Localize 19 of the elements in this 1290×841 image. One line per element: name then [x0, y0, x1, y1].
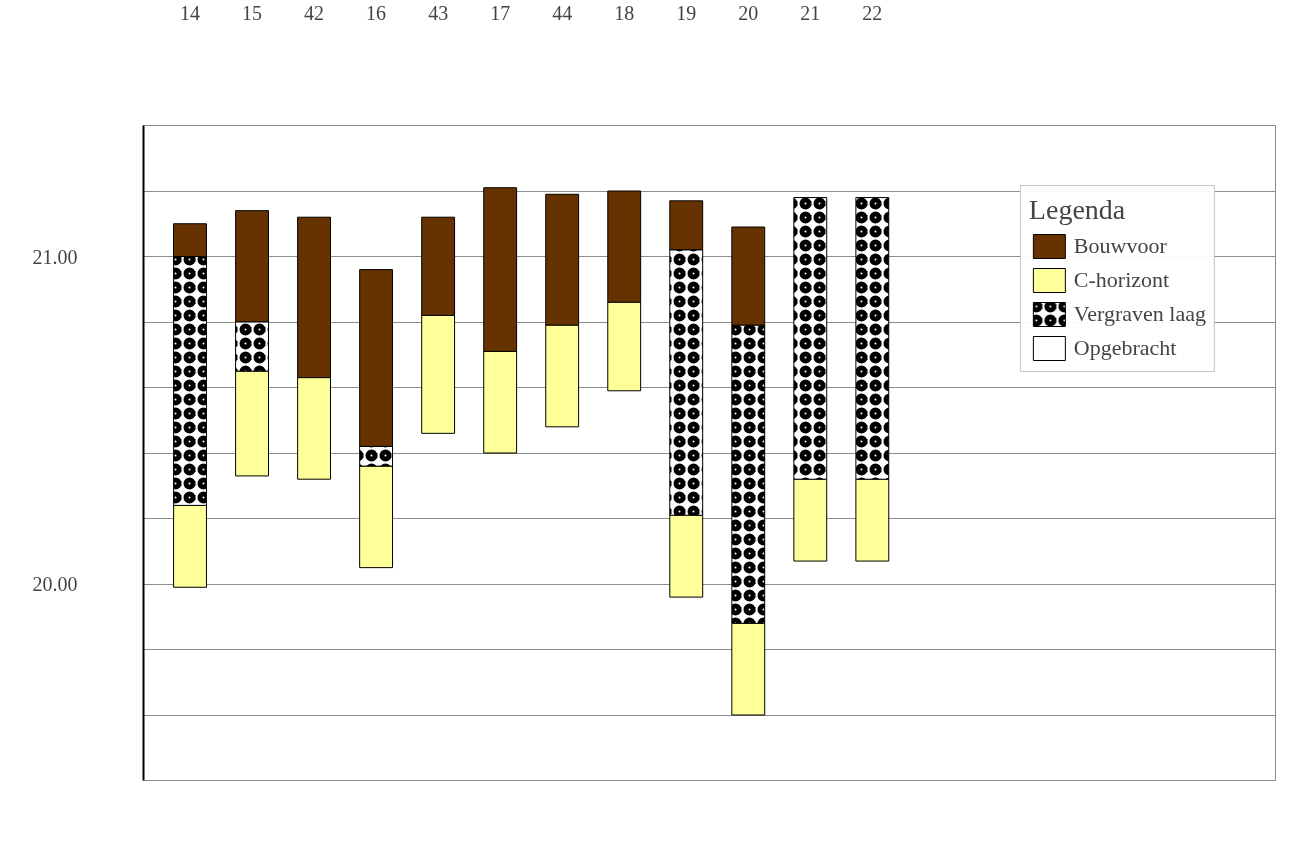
x-tick-label: 44	[552, 1, 573, 24]
x-tick-label: 16	[366, 1, 387, 24]
legend-title: Legenda	[1028, 194, 1127, 226]
x-tick-label: 42	[304, 1, 325, 24]
y-tick-label: 20.00	[32, 573, 78, 595]
x-tick-label: 21	[800, 1, 821, 24]
legend-label: Opgebracht	[1073, 335, 1177, 361]
legend-label: C-horizont	[1073, 267, 1170, 293]
legend-label: Bouwvoor	[1073, 233, 1167, 259]
x-tick-label: 15	[242, 1, 263, 24]
x-tick-label: 19	[676, 1, 697, 24]
x-tick-label: 18	[614, 1, 635, 24]
legend-label: Vergraven laag	[1073, 301, 1206, 327]
y-tick-label: 21.00	[32, 245, 78, 268]
x-tick-label: 22	[862, 1, 883, 24]
x-tick-label: 17	[490, 1, 511, 24]
x-tick-label: 14	[180, 1, 201, 24]
x-tick-label: 43	[428, 1, 449, 24]
x-tick-label: 20	[738, 1, 759, 24]
